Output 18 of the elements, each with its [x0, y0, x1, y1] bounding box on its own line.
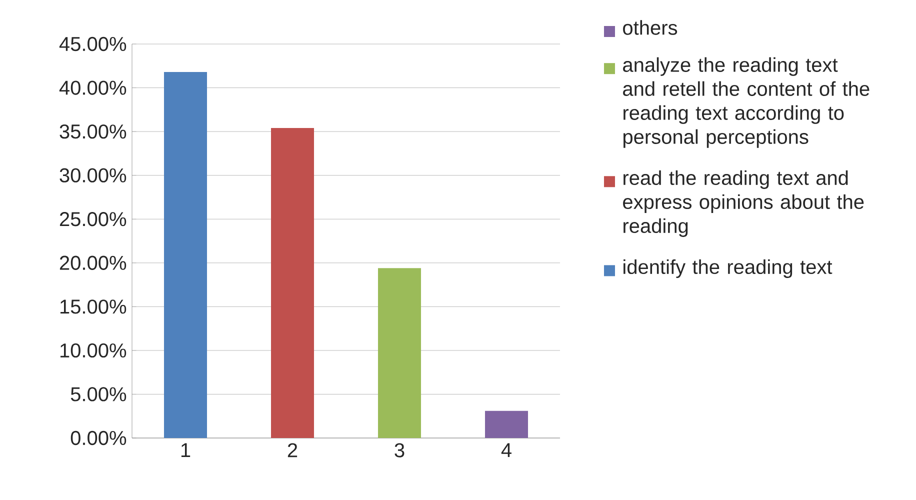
x-tick-label: 4	[501, 443, 512, 457]
y-tick-label: 0.00%	[70, 430, 126, 446]
y-tick-label: 5.00%	[70, 387, 126, 402]
y-tick-label: 45.00%	[59, 36, 126, 52]
y-tick-label: 20.00%	[60, 256, 126, 270]
x-tick-label: 1	[181, 443, 190, 457]
y-tick-label: 30.00%	[60, 168, 126, 182]
x-tick-label: 3	[394, 443, 404, 458]
legend-label: identify the reading text	[624, 259, 832, 278]
legend-label: others	[623, 20, 678, 35]
y-tick-label: 10.00%	[60, 343, 126, 358]
x-tick-label: 2	[288, 443, 298, 458]
legend-label: analyze the reading text and retell the content of the reading text according to personal perceptions	[623, 57, 870, 148]
legend-label: read the reading text and express opinions about the reading	[623, 170, 864, 237]
y-tick-label: 25.00%	[60, 212, 126, 226]
y-tick-label: 40.00%	[59, 80, 126, 95]
y-tick-label: 15.00%	[60, 300, 126, 314]
y-tick-label: 35.00%	[60, 124, 126, 139]
